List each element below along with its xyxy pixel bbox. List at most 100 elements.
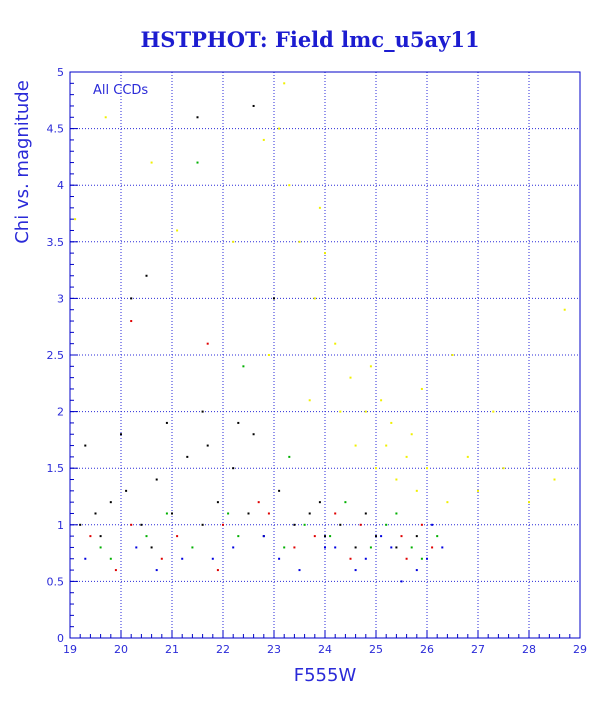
data-point: [390, 421, 393, 424]
data-point: [104, 116, 107, 119]
data-point: [380, 399, 383, 402]
x-tick-label: 21: [165, 643, 179, 656]
data-point: [400, 580, 403, 583]
data-point: [84, 444, 87, 447]
data-point: [165, 421, 168, 424]
data-point: [563, 308, 566, 311]
data-point: [74, 218, 77, 221]
data-point: [186, 455, 189, 458]
x-tick-label: 23: [267, 643, 281, 656]
data-point: [278, 489, 281, 492]
data-point: [553, 478, 556, 481]
data-point: [349, 376, 352, 379]
data-point: [446, 501, 449, 504]
data-point: [278, 557, 281, 560]
data-point: [369, 546, 372, 549]
data-point: [405, 455, 408, 458]
data-point: [201, 523, 204, 526]
data-point: [242, 365, 245, 368]
data-point: [375, 535, 377, 538]
data-point: [334, 512, 337, 515]
data-point: [206, 444, 209, 447]
data-point: [232, 240, 235, 243]
data-point: [354, 444, 357, 447]
data-point: [359, 523, 362, 526]
x-tick-label: 29: [573, 643, 587, 656]
data-point: [329, 535, 332, 538]
data-point: [196, 161, 199, 164]
data-point: [420, 523, 423, 526]
data-point: [206, 342, 209, 345]
data-point: [441, 546, 444, 549]
data-point: [298, 240, 301, 243]
data-point: [99, 535, 102, 538]
data-point: [216, 569, 219, 572]
data-point: [385, 523, 388, 526]
data-point: [114, 569, 117, 572]
data-point: [171, 512, 173, 515]
data-point: [176, 535, 179, 538]
data-point: [313, 535, 316, 538]
data-point: [155, 569, 158, 572]
data-point: [339, 523, 342, 526]
data-point: [191, 546, 194, 549]
data-point: [247, 512, 250, 515]
x-tick-label: 27: [471, 643, 485, 656]
data-point: [140, 523, 143, 526]
x-tick-label: 22: [216, 643, 230, 656]
x-axis-label: F555W: [294, 665, 357, 686]
data-point: [354, 569, 357, 572]
data-point: [364, 557, 367, 560]
data-point: [420, 557, 423, 560]
data-point: [410, 546, 413, 549]
data-point: [385, 444, 388, 447]
data-point: [324, 535, 326, 538]
data-point: [308, 399, 311, 402]
y-tick-label: 1.5: [47, 462, 65, 475]
x-tick-label: 28: [522, 643, 536, 656]
y-tick-label: 1: [57, 519, 64, 532]
data-point: [283, 82, 286, 85]
data-point: [293, 523, 296, 526]
data-point: [196, 116, 199, 119]
data-point: [334, 342, 337, 345]
y-tick-label: 4: [57, 179, 64, 192]
data-point: [369, 365, 372, 368]
data-point: [415, 569, 418, 572]
data-point: [267, 512, 270, 515]
data-point: [380, 535, 383, 538]
data-point: [283, 546, 286, 549]
data-point: [257, 501, 260, 504]
x-tick-label: 19: [63, 643, 77, 656]
data-point: [313, 297, 316, 300]
data-point: [420, 387, 423, 390]
data-point: [109, 557, 112, 560]
data-point: [227, 512, 230, 515]
data-point: [237, 535, 240, 538]
y-tick-label: 2: [57, 406, 64, 419]
x-tick-label: 20: [114, 643, 128, 656]
chart-title: HSTPHOT: Field lmc_u5ay11: [140, 27, 479, 52]
data-point: [222, 523, 224, 526]
data-point: [334, 546, 337, 549]
data-point: [273, 297, 275, 300]
data-point: [232, 546, 235, 549]
data-point: [528, 501, 530, 504]
data-point: [252, 433, 255, 436]
plot-area: 19 20 21 22 23 24 25 26 27 28 29 0 0.5 1 1.5 2 2.5 3 3.5 4 4…: [47, 66, 588, 656]
data-point: [426, 557, 428, 560]
data-point: [451, 354, 454, 356]
data-point: [288, 455, 291, 458]
y-tick-label: 0.5: [47, 575, 65, 588]
data-point: [349, 557, 352, 560]
data-point: [89, 535, 92, 538]
data-point: [318, 206, 321, 209]
data-point: [400, 535, 403, 538]
data-point: [130, 320, 133, 323]
x-tick-label: 25: [369, 643, 383, 656]
data-point: [390, 546, 393, 549]
y-tick-label: 3: [57, 292, 64, 305]
data-point: [364, 512, 367, 515]
data-point: [308, 512, 311, 515]
